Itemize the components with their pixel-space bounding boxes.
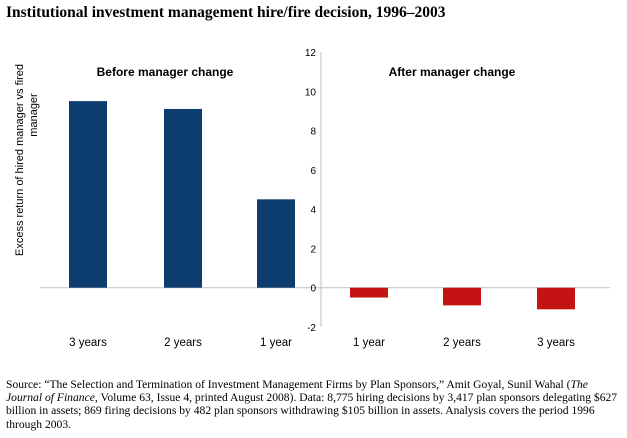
y-tick-label: 0 [310, 284, 316, 295]
y-tick-label: 2 [310, 244, 316, 255]
y-tick-label: 10 [305, 87, 317, 98]
x-tick-label: 2 years [443, 337, 481, 349]
bar-before-2 [164, 108, 202, 288]
bar-before-1 [69, 101, 107, 288]
bars [69, 101, 575, 310]
source-note: Source: “The Selection and Termination o… [6, 378, 618, 431]
bar-after-1 [350, 287, 388, 298]
y-axis-label: Excess return of hired manager vs fired m… [14, 64, 40, 256]
group-label-after: After manager change [389, 65, 516, 79]
bar-after-2 [443, 287, 481, 306]
chart-title: Institutional investment management hire… [6, 4, 446, 21]
x-ticks: 3 years 2 years 1 year 1 year 2 years 3 years [69, 337, 575, 349]
y-tick-label: 12 [305, 48, 317, 59]
y-tick-label: 8 [310, 127, 316, 138]
x-tick-label: 3 years [69, 337, 107, 349]
axes [40, 52, 610, 327]
group-labels: Before manager change After manager chang… [97, 65, 516, 79]
y-axis-label-line-1: Excess return of hired manager vs fired [14, 64, 26, 256]
bar-before-3 [257, 199, 295, 288]
y-axis-label-line-2: manager [28, 93, 40, 137]
x-tick-label: 1 year [260, 337, 292, 349]
source-text-1: Source: “The Selection and Termination o… [6, 378, 571, 391]
bar-chart: Excess return of hired manager vs fired m… [14, 48, 610, 349]
x-tick-label: 3 years [537, 337, 575, 349]
y-tick-label: -2 [307, 323, 316, 334]
y-tick-label: 6 [310, 166, 316, 177]
y-ticks: -2 0 2 4 6 8 10 12 [305, 48, 317, 334]
bar-after-3 [537, 287, 575, 310]
source-text-2: , Volume 63, Issue 4, printed August 200… [6, 391, 618, 431]
x-tick-label: 1 year [353, 337, 385, 349]
y-tick-label: 4 [310, 205, 316, 216]
group-label-before: Before manager change [97, 65, 234, 79]
source-journal: The Journal of Finance [6, 378, 588, 405]
x-tick-label: 2 years [164, 337, 202, 349]
